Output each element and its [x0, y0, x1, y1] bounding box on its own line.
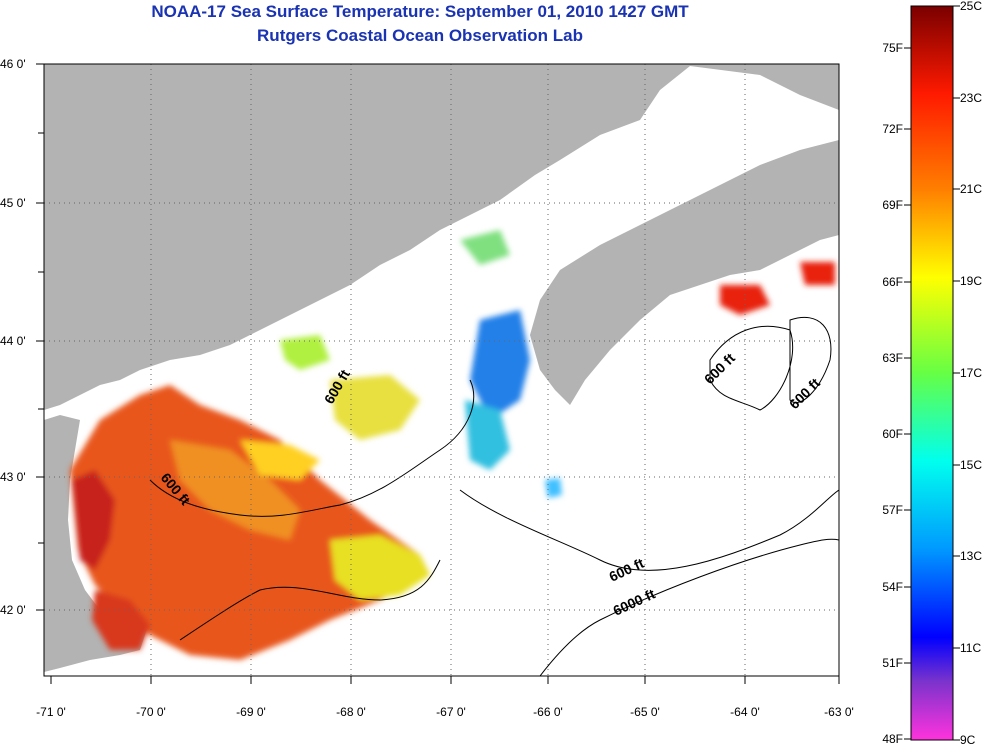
- cb-c-label: 23C: [960, 91, 982, 105]
- lon-ticks: [50, 676, 840, 684]
- lon-label: -68 0': [336, 705, 366, 719]
- cb-c-label: 17C: [960, 366, 982, 380]
- cb-c-label: 15C: [960, 458, 982, 472]
- cb-c-label: 13C: [960, 549, 982, 563]
- colorbar: 25C 23C 21C 19C 17C 15C 13C 11C 9C 75F 7…: [882, 0, 982, 747]
- cb-c-label: 19C: [960, 274, 982, 288]
- lat-label: 42 0': [0, 603, 26, 617]
- lon-label: -63 0': [824, 705, 854, 719]
- cb-f-label: 69F: [882, 198, 903, 212]
- cb-f-label: 48F: [882, 732, 903, 746]
- lon-label: -71 0': [36, 705, 66, 719]
- cb-f-label: 60F: [882, 427, 903, 441]
- cb-c-label: 25C: [960, 0, 982, 13]
- map-plot-area: 600 ft 600 ft 600 ft 600 ft 600 ft 6000 …: [44, 64, 839, 676]
- land-nova-scotia: [530, 140, 839, 405]
- lat-label: 44 0': [0, 334, 26, 348]
- cb-f-label: 54F: [882, 580, 903, 594]
- cb-f-label: 63F: [882, 351, 903, 365]
- lat-ticks: [36, 63, 44, 611]
- lon-label: -67 0': [436, 705, 466, 719]
- cb-f-label: 57F: [882, 503, 903, 517]
- map-subtitle: Rutgers Coastal Ocean Observation Lab: [257, 26, 583, 45]
- lat-label: 45 0': [0, 196, 26, 210]
- lon-label: -70 0': [136, 705, 166, 719]
- sst-field: [70, 230, 835, 660]
- cb-c-label: 21C: [960, 182, 982, 196]
- cb-f-label: 75F: [882, 41, 903, 55]
- cb-c-label: 9C: [960, 733, 976, 747]
- depth-contours: [149, 316, 839, 676]
- map-title: NOAA-17 Sea Surface Temperature: Septemb…: [151, 2, 689, 21]
- land-maine-newbrunswick: [44, 64, 839, 410]
- cb-f-label: 51F: [882, 656, 903, 670]
- plot-frame: [43, 63, 840, 677]
- land-massachusetts: [44, 415, 150, 672]
- lon-label: -69 0': [236, 705, 266, 719]
- colorbar-gradient: [910, 5, 954, 741]
- lon-label: -65 0': [630, 705, 660, 719]
- cb-f-label: 66F: [882, 275, 903, 289]
- lat-label: 46 0': [0, 57, 26, 71]
- graticule: [44, 64, 839, 676]
- cb-f-label: 72F: [882, 122, 903, 136]
- lon-label: -64 0': [730, 705, 760, 719]
- lon-label: -66 0': [533, 705, 563, 719]
- cb-c-label: 11C: [960, 641, 981, 655]
- lat-label: 43 0': [0, 470, 26, 484]
